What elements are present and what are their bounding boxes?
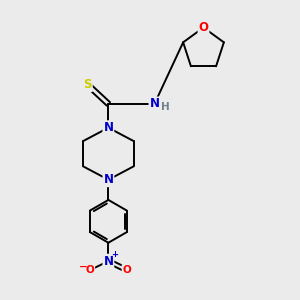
Text: O: O xyxy=(199,21,208,34)
Text: S: S xyxy=(83,78,92,91)
Text: H: H xyxy=(161,102,170,112)
Text: N: N xyxy=(103,255,113,268)
Text: N: N xyxy=(103,121,113,134)
Text: N: N xyxy=(103,173,113,186)
Text: +: + xyxy=(111,250,118,259)
Text: −: − xyxy=(79,262,88,272)
Text: N: N xyxy=(149,98,160,110)
Text: O: O xyxy=(122,265,131,275)
Text: O: O xyxy=(85,265,94,275)
